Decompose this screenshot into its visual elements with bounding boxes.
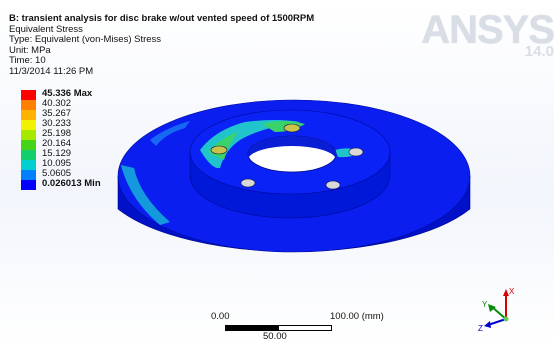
center-bore-wall [248,136,336,160]
ansys-logo: ANSYS 14.0 [421,8,554,60]
result-date: 11/3/2014 11:26 PM [9,65,94,77]
analysis-title: B: transient analysis for disc brake w/o… [9,13,315,24]
legend-swatch-7 [21,160,36,170]
legend-label: 25.198 [42,128,72,139]
scale-bar-white [278,325,332,331]
legend-label: 10.095 [42,158,72,169]
bolt-hole [283,123,301,133]
result-time: Time: 10 [9,55,46,66]
legend-label: 40.302 [42,98,72,109]
legend-swatch-3 [21,120,36,130]
bolt-hole [210,145,228,155]
scale-mid-label: 50.00 [263,331,287,342]
legend-swatch-0 [21,90,36,100]
legend-swatch-4 [21,130,36,140]
legend-label: 20.164 [42,138,72,149]
result-header: B: transient analysis for disc brake w/o… [9,13,315,77]
stress-region-rim [150,121,190,146]
scale-bar: 0.00 100.00 (mm) 50.00 [205,311,405,342]
legend-swatch-1 [21,100,36,110]
stress-region-high [200,120,300,169]
legend-label: 15.129 [42,148,72,159]
axis-z-label: Z [478,324,483,333]
legend-max-label: 45.336 Max [42,88,93,99]
scale-right-label: 100.00 (mm) [330,311,384,322]
logo-text: ANSYS [421,8,554,52]
legend-swatch-6 [21,150,36,160]
stress-region-rim [121,165,170,225]
scale-left-label: 0.00 [211,311,230,322]
bolt-hole [325,180,341,190]
legend-swatch-2 [21,110,36,120]
legend-label: 30.233 [42,118,72,129]
logo-version: 14.0 [524,43,554,60]
result-name: Equivalent Stress [9,23,83,35]
result-type: Type: Equivalent (von-Mises) Stress [9,34,162,45]
legend-label: 5.0605 [42,168,72,179]
legend-swatch-8 [21,170,36,180]
stress-region-high [262,121,305,132]
bolt-hole [348,147,364,157]
legend-min-label: 0.026013 Min [42,178,101,189]
axis-x-label: X [509,287,515,296]
legend-swatch-9 [21,180,36,190]
axis-y-label: Y [482,300,488,309]
scale-bar-black [225,325,278,331]
legend-label: 35.267 [42,108,72,119]
axis-triad[interactable]: X Y Z [478,285,528,335]
legend-swatch-5 [21,140,36,150]
result-unit: Unit: MPa [9,44,51,56]
bolt-hole [240,178,256,188]
